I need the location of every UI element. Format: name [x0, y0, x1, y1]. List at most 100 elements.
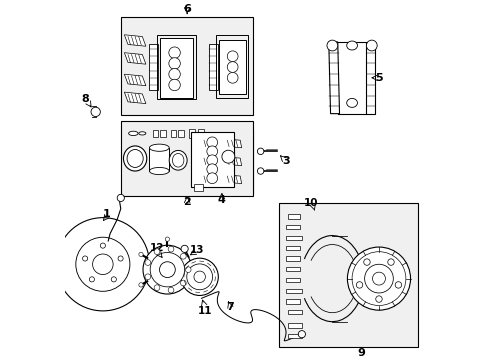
Circle shape	[257, 148, 264, 154]
Bar	[287, 310, 301, 315]
Circle shape	[118, 256, 123, 261]
Circle shape	[142, 245, 191, 294]
Text: 1: 1	[102, 209, 110, 219]
Bar	[198, 129, 204, 138]
Bar	[219, 40, 246, 94]
Ellipse shape	[128, 131, 138, 135]
Circle shape	[366, 40, 376, 51]
Ellipse shape	[149, 167, 169, 175]
Circle shape	[111, 277, 116, 282]
Ellipse shape	[149, 144, 169, 151]
Circle shape	[159, 262, 175, 278]
Bar	[190, 130, 253, 193]
Circle shape	[180, 280, 186, 286]
Circle shape	[363, 259, 369, 265]
Polygon shape	[124, 92, 145, 104]
Bar	[160, 130, 165, 137]
Text: 4: 4	[218, 195, 225, 205]
Bar	[278, 203, 418, 347]
Circle shape	[351, 252, 405, 306]
Polygon shape	[199, 157, 218, 166]
Bar	[160, 39, 192, 98]
Circle shape	[206, 173, 217, 184]
Ellipse shape	[346, 98, 357, 107]
Bar	[194, 184, 203, 191]
Circle shape	[139, 283, 143, 287]
Polygon shape	[223, 175, 241, 184]
Text: 7: 7	[226, 302, 234, 312]
Ellipse shape	[123, 146, 146, 171]
Circle shape	[100, 243, 105, 248]
Circle shape	[356, 282, 362, 288]
Bar	[285, 225, 300, 229]
Circle shape	[168, 79, 180, 91]
Circle shape	[89, 277, 94, 282]
Bar	[190, 132, 233, 187]
Bar	[121, 121, 253, 196]
Circle shape	[206, 137, 217, 148]
Circle shape	[180, 253, 186, 259]
Circle shape	[144, 274, 150, 280]
Polygon shape	[124, 53, 145, 64]
Ellipse shape	[169, 150, 187, 170]
Text: 12: 12	[149, 243, 163, 253]
Ellipse shape	[346, 41, 357, 50]
Polygon shape	[328, 42, 339, 114]
Circle shape	[154, 285, 160, 291]
Circle shape	[194, 271, 205, 283]
Bar	[178, 130, 183, 137]
Ellipse shape	[127, 149, 143, 167]
Polygon shape	[124, 35, 145, 46]
Circle shape	[206, 164, 217, 175]
Bar	[208, 44, 217, 90]
Circle shape	[92, 254, 113, 275]
Text: 10: 10	[304, 198, 318, 208]
Circle shape	[181, 245, 188, 252]
Bar	[285, 246, 300, 250]
Bar	[149, 44, 158, 90]
Circle shape	[227, 51, 238, 62]
Circle shape	[165, 237, 169, 241]
Circle shape	[82, 256, 87, 261]
Circle shape	[168, 68, 180, 80]
Bar	[285, 289, 301, 293]
Text: 11: 11	[198, 306, 212, 316]
Bar	[285, 300, 300, 304]
Circle shape	[222, 150, 234, 163]
Bar	[153, 130, 158, 137]
Ellipse shape	[172, 153, 183, 167]
Polygon shape	[223, 157, 241, 166]
Circle shape	[227, 72, 238, 83]
Bar	[287, 323, 301, 328]
Circle shape	[298, 330, 305, 338]
Circle shape	[168, 58, 180, 69]
Bar	[171, 130, 176, 137]
Bar	[188, 129, 195, 138]
Circle shape	[91, 107, 100, 117]
Polygon shape	[366, 42, 375, 114]
Bar	[285, 256, 300, 261]
Circle shape	[154, 249, 160, 255]
Circle shape	[394, 282, 401, 288]
Polygon shape	[199, 175, 218, 184]
Circle shape	[76, 237, 130, 291]
Text: 8: 8	[81, 94, 89, 104]
Circle shape	[56, 218, 149, 311]
Polygon shape	[124, 74, 145, 86]
Bar	[156, 35, 196, 99]
Circle shape	[139, 252, 143, 257]
Text: 3: 3	[282, 156, 289, 166]
Circle shape	[206, 155, 217, 166]
Bar	[285, 278, 300, 282]
Text: 6: 6	[183, 4, 191, 14]
Circle shape	[168, 287, 174, 293]
Circle shape	[227, 62, 238, 72]
Circle shape	[168, 47, 180, 58]
Circle shape	[185, 267, 191, 273]
Circle shape	[206, 146, 217, 157]
Ellipse shape	[139, 132, 145, 135]
Bar	[121, 17, 253, 116]
Circle shape	[372, 272, 385, 285]
Circle shape	[168, 246, 174, 252]
Bar	[287, 214, 300, 220]
